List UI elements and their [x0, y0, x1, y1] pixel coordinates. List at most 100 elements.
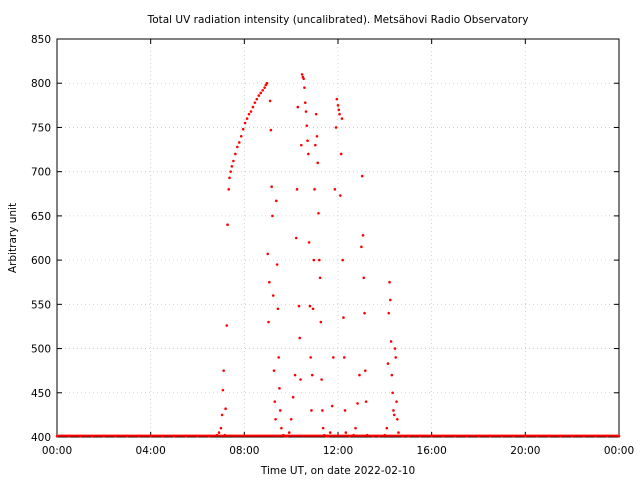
data-point: [227, 188, 231, 191]
data-point: [392, 409, 395, 412]
data-point: [314, 143, 317, 147]
data-point: [268, 280, 271, 284]
x-tick-label: 04:00: [136, 445, 166, 457]
data-point: [389, 298, 392, 302]
data-point: [320, 378, 323, 381]
data-point: [277, 356, 280, 359]
data-point: [294, 236, 298, 240]
data-point: [276, 307, 280, 311]
data-point: [287, 431, 291, 434]
data-point: [334, 126, 338, 129]
data-point: [313, 188, 316, 191]
y-tick-label: 400: [31, 432, 51, 444]
data-point: [330, 404, 334, 408]
data-point: [304, 110, 308, 113]
x-tick-label: 08:00: [229, 445, 259, 457]
data-series: [55, 73, 621, 438]
data-point: [307, 241, 311, 244]
data-point: [295, 188, 299, 191]
data-point: [300, 143, 303, 147]
data-point: [303, 86, 306, 89]
data-point: [219, 426, 223, 430]
data-point: [289, 418, 293, 421]
data-point: [270, 185, 273, 188]
y-tick-label: 700: [31, 167, 51, 179]
data-point: [361, 234, 365, 237]
data-point: [397, 431, 400, 434]
data-point: [269, 128, 273, 132]
data-point: [261, 89, 264, 92]
data-point: [392, 413, 396, 417]
data-point: [309, 356, 312, 359]
data-point: [339, 194, 342, 197]
data-point: [336, 104, 340, 107]
y-tick-label: 750: [31, 122, 51, 134]
data-point: [263, 86, 266, 89]
data-point: [356, 402, 359, 405]
y-tick-label: 450: [31, 388, 51, 400]
data-point: [342, 316, 345, 319]
data-point: [358, 373, 361, 377]
data-point: [315, 134, 319, 138]
data-point: [232, 159, 235, 163]
grid-lines: [57, 39, 619, 437]
data-point: [391, 391, 394, 395]
data-point: [360, 245, 363, 249]
data-point: [303, 101, 307, 104]
data-point: [317, 258, 321, 262]
data-point: [272, 369, 276, 372]
data-point: [393, 347, 397, 350]
data-point: [278, 387, 281, 390]
y-tick-label: 800: [31, 78, 51, 90]
data-point: [267, 320, 270, 324]
data-point: [300, 73, 304, 76]
data-point: [226, 223, 229, 227]
data-point: [255, 97, 259, 101]
y-tick-label: 550: [31, 299, 51, 311]
data-point: [245, 117, 249, 120]
data-point: [296, 105, 300, 109]
x-tick-label: 16:00: [417, 445, 447, 457]
data-point: [230, 165, 234, 168]
y-tick-label: 850: [31, 34, 51, 46]
data-point: [317, 211, 320, 215]
data-point: [273, 400, 277, 403]
data-point: [341, 258, 344, 262]
x-tick-label: 12:00: [323, 445, 353, 457]
data-point: [319, 320, 323, 324]
data-point: [364, 369, 367, 372]
data-point: [388, 280, 391, 284]
data-point: [339, 152, 343, 156]
data-point: [362, 276, 366, 280]
data-point: [308, 304, 312, 308]
data-point: [220, 413, 224, 417]
data-point: [344, 431, 348, 434]
data-point: [265, 81, 269, 85]
data-point: [225, 324, 229, 327]
data-point: [253, 101, 257, 104]
data-point: [271, 214, 274, 218]
data-point: [228, 176, 231, 180]
y-tick-label: 500: [31, 344, 51, 356]
data-point: [321, 426, 325, 430]
data-point: [316, 161, 320, 165]
data-point: [239, 134, 243, 138]
data-point: [394, 356, 398, 359]
data-point: [305, 124, 309, 127]
data-point: [236, 145, 239, 149]
data-point: [293, 373, 297, 377]
data-point: [299, 378, 302, 381]
data-point: [224, 407, 227, 411]
y-tick-label: 650: [31, 211, 51, 223]
data-point: [257, 94, 261, 97]
data-point: [340, 117, 344, 120]
chart-title: Total UV radiation intensity (uncalibrat…: [147, 14, 529, 26]
data-point: [297, 304, 301, 308]
data-point: [241, 127, 245, 131]
data-point: [321, 409, 324, 412]
data-point: [342, 356, 346, 359]
data-point: [274, 418, 277, 421]
data-point: [302, 77, 305, 81]
data-point: [280, 426, 283, 430]
